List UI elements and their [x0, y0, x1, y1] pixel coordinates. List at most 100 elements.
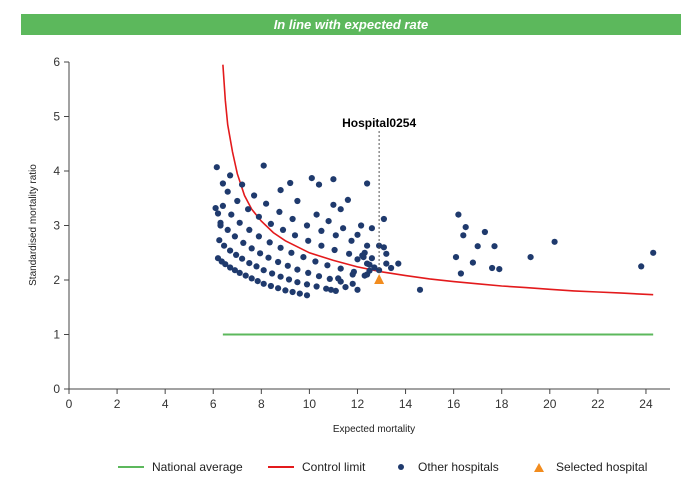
legend-label-selected: Selected hospital [556, 460, 648, 474]
hospital-point [214, 210, 222, 217]
x-tick-label: 20 [543, 397, 557, 411]
x-tick-label: 10 [303, 397, 317, 411]
hospital-point [288, 249, 295, 256]
x-tick-label: 0 [66, 397, 73, 411]
hospital-point [248, 275, 255, 282]
hospital-point [294, 197, 301, 205]
y-tick-label: 5 [53, 110, 60, 124]
hospital-point [650, 249, 657, 256]
hospital-point [318, 242, 325, 249]
hospital-point [380, 244, 387, 251]
hospital-point [455, 211, 462, 218]
hospital-point [294, 279, 301, 286]
hospital-point [212, 205, 219, 212]
legend-label-national: National average [152, 460, 243, 474]
hospital-point [376, 267, 383, 274]
hospital-point [325, 218, 332, 225]
hospital-point [279, 226, 287, 233]
hospital-point [337, 265, 344, 272]
x-tick-label: 6 [210, 397, 217, 411]
hospital-point [318, 227, 325, 234]
legend-item-national: National average [118, 460, 243, 474]
legend: National average Control limit Other hos… [0, 460, 700, 480]
hospital-point [469, 259, 476, 266]
hospital-point [296, 290, 303, 297]
hospital-point [416, 286, 424, 293]
hospital-point [346, 250, 353, 257]
hospital-point [331, 246, 338, 254]
hospital-point [253, 263, 260, 270]
x-tick-label: 22 [591, 397, 605, 411]
hospital-point [217, 222, 224, 229]
legend-swatch-others [398, 464, 404, 470]
hospital-point [219, 202, 226, 209]
hospital-point [364, 180, 371, 187]
hospital-point [234, 197, 241, 205]
legend-item-selected: Selected hospital [530, 460, 647, 474]
x-tick-label: 2 [114, 397, 121, 411]
hospital-point [354, 286, 361, 293]
hospital-point [216, 237, 223, 244]
hospital-point [551, 238, 558, 245]
hospital-point [213, 164, 220, 171]
hospital-point [236, 219, 243, 226]
hospital-point [227, 247, 234, 254]
hospital-point [263, 200, 270, 207]
selected-hospital-series: Hospital0254 [342, 116, 416, 284]
hospital-point [303, 222, 311, 229]
hospital-point [368, 255, 375, 262]
y-tick-label: 1 [53, 328, 60, 342]
selected-hospital-label: Hospital0254 [342, 116, 416, 130]
hospital-point [291, 232, 299, 239]
hospital-point [255, 233, 262, 240]
hospital-point [277, 244, 284, 251]
hospital-point [265, 254, 272, 261]
other-hospitals-series [212, 162, 657, 299]
hospital-point [289, 215, 296, 223]
hospital-point [313, 211, 320, 218]
hospital-point [315, 273, 323, 280]
hospital-point [491, 243, 498, 250]
hospital-point [224, 188, 231, 195]
hospital-point [380, 215, 387, 223]
hospital-point [638, 263, 645, 270]
hospital-point [267, 220, 274, 227]
hospital-point [371, 264, 378, 271]
hospital-point [305, 269, 312, 276]
hospital-point [227, 264, 234, 271]
hospital-point [324, 262, 331, 269]
hospital-point [368, 225, 375, 232]
hospital-point [489, 264, 496, 272]
hospital-point [284, 262, 291, 269]
hospital-point [366, 261, 373, 268]
hospital-point [327, 286, 335, 293]
hospital-point [349, 280, 356, 287]
hospital-point [383, 260, 390, 267]
y-tick-label: 3 [53, 219, 60, 233]
hospital-point [245, 206, 252, 213]
hospital-point [335, 275, 342, 282]
hospital-point [255, 213, 262, 220]
hospital-point [260, 267, 267, 274]
legend-swatch-national [118, 466, 144, 468]
hospital-point [326, 275, 333, 282]
hospital-point [266, 239, 273, 246]
hospital-point [332, 232, 339, 239]
x-axis-label: Expected mortality [333, 424, 415, 435]
hospital-point [354, 231, 361, 238]
hospital-point [246, 226, 253, 233]
legend-item-control: Control limit [268, 460, 365, 474]
hospital-point [364, 242, 371, 249]
hospital-point [240, 239, 247, 246]
hospital-point [239, 181, 246, 188]
hospital-point [305, 237, 312, 244]
x-tick-label: 12 [351, 397, 365, 411]
hospital-point [332, 287, 339, 294]
hospital-point [275, 258, 282, 266]
y-tick-label: 2 [53, 273, 60, 287]
hospital-point [231, 233, 238, 240]
hospital-point [246, 260, 253, 267]
hospital-point [289, 288, 296, 296]
